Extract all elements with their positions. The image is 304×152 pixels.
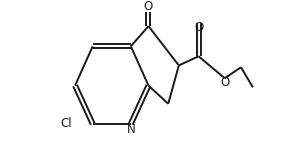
Text: O: O [144,0,153,13]
Text: Cl: Cl [60,117,72,130]
Text: O: O [194,21,203,34]
Text: O: O [221,76,230,89]
Text: N: N [126,123,135,136]
